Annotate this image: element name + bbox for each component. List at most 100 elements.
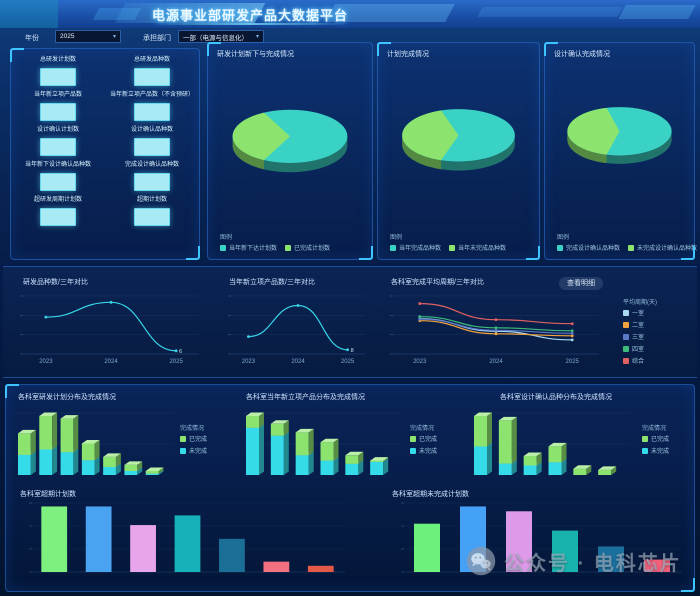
stat-card-8: 超研发周期计划数 (11, 193, 105, 226)
legend-swatch (623, 333, 629, 340)
year-label: 年份 (25, 35, 39, 42)
line-chart-rd-varieties[interactable]: 2023 2024 2025 6 (7, 289, 207, 367)
stat-card-5: 设计确认品种数 (105, 123, 199, 156)
legend-label: 已完成 (189, 437, 208, 443)
legend-item[interactable]: 已完成 (642, 434, 669, 443)
legend-swatch (623, 309, 629, 316)
legend-item[interactable]: 当年完成品种数 (390, 243, 441, 252)
legend-item[interactable]: 完成设计确认品种数 (557, 243, 620, 252)
year-select[interactable]: 2025 ▾ (55, 30, 121, 43)
legend-item[interactable]: 未完成 (642, 446, 669, 455)
legend-item[interactable]: 未完成设计确认品种数 (628, 243, 697, 252)
header-decoration (618, 5, 696, 19)
legend-swatch (449, 244, 456, 251)
legend-swatch (623, 345, 629, 352)
stat-label: 完成设计确认品种数 (124, 162, 179, 168)
stat-value-box (134, 68, 170, 86)
legend-item[interactable]: 已完成 (180, 434, 207, 443)
pie-chart-design-confirm[interactable] (545, 81, 694, 193)
bar3d-chart-new-project-by-dept[interactable] (240, 401, 405, 481)
bar3d-chart-design-confirm-by-dept[interactable] (468, 401, 633, 481)
legend-label: 已完成计划数 (294, 246, 331, 252)
pie-chart-rd-plan[interactable] (208, 81, 372, 204)
stat-card-1: 总研发品种数 (105, 53, 199, 86)
legend-label: 二室 (632, 323, 645, 329)
legend-item[interactable]: 已完成 (410, 434, 437, 443)
trend-band: 研发品种数/三年对比 2023 2024 2025 6 当年新立项产品数/三年对比 2… (3, 266, 697, 378)
panel-title: 设计确认完成情况 (554, 51, 610, 58)
dept-value: 一部（电源与信息化） (183, 34, 248, 42)
bar3d-chart-rd-plan-by-dept[interactable] (12, 401, 177, 481)
stat-label: 当年新下设计确认品种数 (24, 162, 91, 168)
chart-title: 各科室研发计划分布及完成情况 (18, 394, 116, 401)
legend-label: 未完成设计确认品种数 (637, 246, 698, 252)
pie-chart-plan-completion[interactable] (378, 81, 539, 202)
svg-text:8: 8 (351, 348, 354, 354)
line-chart-new-projects[interactable]: 2023 2024 2025 8 (215, 289, 373, 367)
bar-legend: 完成情况已完成未完成 (180, 423, 207, 455)
svg-text:2025: 2025 (341, 359, 355, 365)
legend-item[interactable]: 未完成 (410, 446, 437, 455)
header-decoration (92, 8, 142, 20)
bar-chart-overdue-plans[interactable] (14, 498, 349, 583)
legend-label: 当年新下达计划数 (229, 246, 278, 252)
legend-label: 三室 (632, 335, 645, 341)
legend-label: 四室 (632, 347, 645, 353)
stats-grid: 总研发计划数 总研发品种数 当年新立项产品数 当年新立项产品数（不含预研） 设计确认计划… (11, 53, 199, 226)
chart-title: 研发品种数/三年对比 (23, 279, 88, 286)
bar-legend: 完成情况 已完成 未完成 (642, 423, 669, 455)
legend-title: 平均周期(天) (623, 300, 657, 306)
legend-label: 一室 (632, 311, 645, 317)
bottom-panel: 各科室研发计划分布及完成情况 完成情况 已完成 未完成 各科室当年新立项产品分布及完… (5, 384, 695, 592)
legend-item[interactable]: 四室 (623, 344, 657, 353)
chart-title: 各科室设计确认品种分布及完成情况 (500, 394, 612, 401)
page-title: 电源事业部研发产品大数据平台 (151, 8, 348, 23)
legend-label: 当年未完成品种数 (458, 246, 507, 252)
legend-item[interactable]: 一室 (623, 308, 657, 317)
chart-title: 各科室超期未完成计划数 (392, 491, 469, 498)
pie-panel-rd-plan: 研发计划新下与完成情况 图例 当年新下达计划数 已完成计划数 (207, 42, 373, 260)
legend-item[interactable]: 三室 (623, 332, 657, 341)
pie-panel-plan-completion: 计划完成情况 图例 当年完成品种数 当年未完成品种数 (377, 42, 540, 260)
legend-swatch (642, 435, 648, 442)
legend-item[interactable]: 未完成 (180, 446, 207, 455)
stat-value-box (40, 68, 76, 86)
legend-label: 当年完成品种数 (399, 246, 442, 252)
legend-item[interactable]: 当年新下达计划数 (220, 243, 277, 252)
stat-value-box (40, 138, 76, 156)
stat-label: 总研发计划数 (39, 57, 76, 63)
svg-text:2024: 2024 (489, 359, 503, 365)
line-legend: 平均周期(天) 一室二室三室四室综合 (623, 297, 657, 365)
legend-label: 综合 (632, 359, 645, 365)
legend-item[interactable]: 二室 (623, 320, 657, 329)
year-value: 2025 (60, 33, 75, 40)
legend-swatch (220, 244, 226, 251)
legend-swatch (285, 244, 292, 251)
legend-item[interactable]: 已完成计划数 (285, 243, 330, 252)
legend-item[interactable]: 当年未完成品种数 (449, 243, 506, 252)
view-detail-button[interactable]: 查看明细 (559, 277, 603, 290)
svg-text:2025: 2025 (169, 359, 183, 365)
svg-text:6: 6 (179, 349, 182, 355)
title-underline (152, 23, 348, 25)
legend-label: 未完成 (189, 449, 208, 455)
stats-panel: 总研发计划数 总研发品种数 当年新立项产品数 当年新立项产品数（不含预研） 设计确认计划… (10, 48, 200, 260)
stat-card-2: 当年新立项产品数 (11, 88, 105, 121)
stat-label: 设计确认计划数 (36, 127, 79, 133)
legend-swatch (623, 357, 629, 364)
header-decoration (477, 7, 623, 17)
stat-value-box (40, 173, 76, 191)
legend-item[interactable]: 综合 (623, 356, 657, 365)
watermark: 公众号 · 电科芯片 (466, 546, 682, 576)
legend-title: 完成情况 (180, 426, 205, 432)
line-chart-avg-cycle[interactable]: 2023 2024 2025 (377, 289, 607, 367)
legend-swatch (180, 447, 186, 454)
legend-swatch (410, 435, 416, 442)
svg-text:2023: 2023 (413, 359, 427, 365)
header-bar: 电源事业部研发产品大数据平台 (0, 0, 700, 28)
stat-value-box (40, 208, 76, 226)
legend-title: 图例 (390, 235, 403, 241)
stat-card-6: 当年新下设计确认品种数 (11, 158, 105, 191)
stat-value-box (40, 103, 76, 121)
panel-title: 研发计划新下与完成情况 (217, 51, 294, 58)
